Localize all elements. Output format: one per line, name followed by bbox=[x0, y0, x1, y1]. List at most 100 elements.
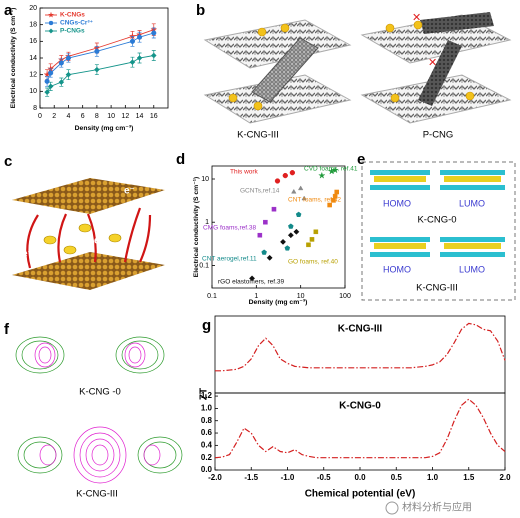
x-tick-label: 4 bbox=[66, 113, 70, 120]
x-tick-label: 0.5 bbox=[391, 473, 403, 482]
caption: K-CNG -0 bbox=[79, 387, 121, 398]
orbital-label: LUMO bbox=[459, 198, 485, 208]
y-axis-label: Electrical conductivity (S cm⁻¹) bbox=[10, 8, 17, 109]
annotation: CMG foams,ref.38 bbox=[203, 225, 256, 232]
marker bbox=[129, 38, 135, 44]
marker bbox=[150, 52, 157, 59]
marker bbox=[271, 206, 277, 212]
series-line bbox=[214, 398, 506, 459]
marker bbox=[58, 60, 64, 66]
x-tick-label: -1.5 bbox=[244, 473, 258, 482]
x-tick-label: 14 bbox=[136, 113, 144, 120]
legend-label: P-CNGs bbox=[60, 28, 85, 35]
marker bbox=[58, 79, 65, 86]
marker bbox=[295, 211, 302, 217]
annotation: This work bbox=[230, 169, 259, 176]
marker bbox=[65, 71, 72, 78]
caption: P-CNG bbox=[423, 130, 454, 141]
panel-label: a bbox=[4, 2, 13, 19]
x-tick-label: 1.0 bbox=[427, 473, 439, 482]
marker bbox=[263, 219, 268, 225]
illustration-e bbox=[370, 170, 505, 257]
marker bbox=[44, 89, 50, 96]
electron-label: e⁻ bbox=[94, 236, 105, 247]
x-axis-label: Density (mg cm⁻³) bbox=[249, 299, 308, 306]
marker bbox=[287, 232, 294, 239]
marker bbox=[94, 66, 100, 73]
x-tick-label: 2 bbox=[52, 113, 56, 120]
marker bbox=[266, 254, 273, 261]
marker bbox=[151, 30, 157, 36]
marker bbox=[261, 249, 267, 255]
plot-title: K-CNG-0 bbox=[339, 401, 381, 412]
annotation: GO foams, ref.40 bbox=[288, 259, 338, 266]
y-tick-label: 16 bbox=[29, 38, 37, 45]
panel-label: e bbox=[357, 151, 365, 168]
marker bbox=[306, 242, 311, 248]
plot-frame bbox=[211, 165, 346, 289]
illustration-f bbox=[15, 336, 183, 484]
illustration-c bbox=[12, 178, 165, 290]
electron-label: e⁻ bbox=[70, 229, 81, 240]
marker bbox=[257, 232, 263, 238]
legend-marker bbox=[48, 28, 54, 34]
marker bbox=[48, 70, 54, 76]
svg-text:✕: ✕ bbox=[428, 57, 437, 69]
caption: K-CNG-III bbox=[76, 489, 118, 500]
marker bbox=[331, 166, 340, 174]
panel-label: g bbox=[202, 317, 211, 334]
legend-marker bbox=[47, 11, 55, 18]
x-tick-label: 100 bbox=[339, 293, 351, 300]
orbital-label: LUMO bbox=[459, 264, 485, 274]
marker bbox=[297, 185, 304, 191]
y-tick-label: 1 bbox=[205, 219, 209, 226]
marker bbox=[282, 172, 288, 179]
caption: K-CNG-0 bbox=[417, 215, 456, 226]
y-axis-label: Electrical conductivity (S cm⁻¹) bbox=[193, 177, 200, 278]
y-tick-label: 1.0 bbox=[201, 404, 213, 413]
marker bbox=[274, 178, 281, 184]
y-tick-label: 14 bbox=[29, 55, 37, 62]
marker bbox=[313, 229, 319, 235]
x-tick-label: 0.1 bbox=[207, 293, 217, 300]
marker bbox=[94, 48, 100, 54]
marker bbox=[334, 189, 339, 195]
annotation: rGO elastomers, ref.39 bbox=[218, 279, 284, 286]
marker bbox=[317, 171, 326, 179]
y-tick-label: 0.0 bbox=[201, 465, 213, 474]
x-tick-label: 12 bbox=[121, 113, 129, 120]
panel-label: b bbox=[196, 2, 205, 19]
y-tick-label: 0.6 bbox=[201, 428, 213, 437]
x-tick-label: 8 bbox=[95, 113, 99, 120]
x-tick-label: -2.0 bbox=[208, 473, 222, 482]
x-tick-label: 2.0 bbox=[499, 473, 511, 482]
marker bbox=[327, 202, 332, 208]
marker bbox=[129, 59, 136, 66]
orbital-label: HOMO bbox=[383, 198, 411, 208]
marker bbox=[44, 78, 50, 84]
marker bbox=[47, 83, 54, 90]
y-tick-label: 0.1 bbox=[199, 262, 209, 269]
marker bbox=[137, 34, 143, 40]
y-tick-label: 10 bbox=[29, 88, 37, 95]
marker bbox=[284, 245, 291, 251]
x-tick-label: 0.0 bbox=[354, 473, 366, 482]
electron-label: e⁻ bbox=[124, 186, 135, 197]
caption: K-CNG-III bbox=[237, 130, 279, 141]
y-tick-label: 12 bbox=[29, 72, 37, 79]
panel-label: d bbox=[176, 151, 185, 168]
x-tick-label: 10 bbox=[107, 113, 115, 120]
marker bbox=[65, 55, 71, 61]
x-tick-label: 1.5 bbox=[463, 473, 475, 482]
panel-label: c bbox=[4, 153, 12, 170]
svg-text:✕: ✕ bbox=[412, 12, 421, 24]
x-tick-label: 16 bbox=[150, 113, 158, 120]
marker bbox=[289, 170, 296, 176]
x-tick-label: 6 bbox=[81, 113, 85, 120]
electron-label: e⁻ bbox=[22, 249, 33, 260]
orbital-label: HOMO bbox=[383, 264, 411, 274]
legend-label: CNGs-Cr³⁺ bbox=[60, 20, 93, 27]
y-tick-label: 18 bbox=[29, 22, 37, 29]
